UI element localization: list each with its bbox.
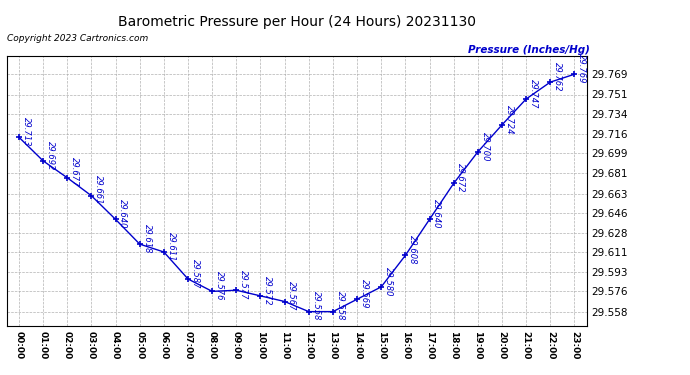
Text: 29.569: 29.569 — [360, 279, 369, 309]
Text: Barometric Pressure per Hour (24 Hours) 20231130: Barometric Pressure per Hour (24 Hours) … — [118, 15, 475, 29]
Text: 29.762: 29.762 — [553, 62, 562, 92]
Text: 29.558: 29.558 — [312, 291, 321, 321]
Text: 29.580: 29.580 — [384, 267, 393, 296]
Text: 29.769: 29.769 — [578, 54, 586, 84]
Text: 29.567: 29.567 — [288, 281, 297, 311]
Text: 29.713: 29.713 — [22, 117, 31, 147]
Text: 29.724: 29.724 — [505, 105, 514, 134]
Text: 29.572: 29.572 — [264, 276, 273, 305]
Text: 29.587: 29.587 — [191, 259, 200, 288]
Text: Pressure (Inches/Hg): Pressure (Inches/Hg) — [468, 45, 590, 55]
Text: 29.618: 29.618 — [143, 224, 152, 254]
Text: 29.577: 29.577 — [239, 270, 248, 300]
Text: 29.608: 29.608 — [408, 235, 417, 265]
Text: 29.558: 29.558 — [336, 291, 345, 321]
Text: 29.672: 29.672 — [457, 163, 466, 193]
Text: Copyright 2023 Cartronics.com: Copyright 2023 Cartronics.com — [7, 34, 148, 43]
Text: 29.661: 29.661 — [95, 176, 103, 205]
Text: 29.700: 29.700 — [481, 132, 490, 161]
Text: 29.576: 29.576 — [215, 271, 224, 301]
Text: 29.640: 29.640 — [119, 199, 128, 229]
Text: 29.640: 29.640 — [433, 199, 442, 229]
Text: 29.611: 29.611 — [167, 232, 176, 261]
Text: 29.747: 29.747 — [529, 79, 538, 108]
Text: 29.692: 29.692 — [46, 141, 55, 170]
Text: 29.677: 29.677 — [70, 158, 79, 187]
